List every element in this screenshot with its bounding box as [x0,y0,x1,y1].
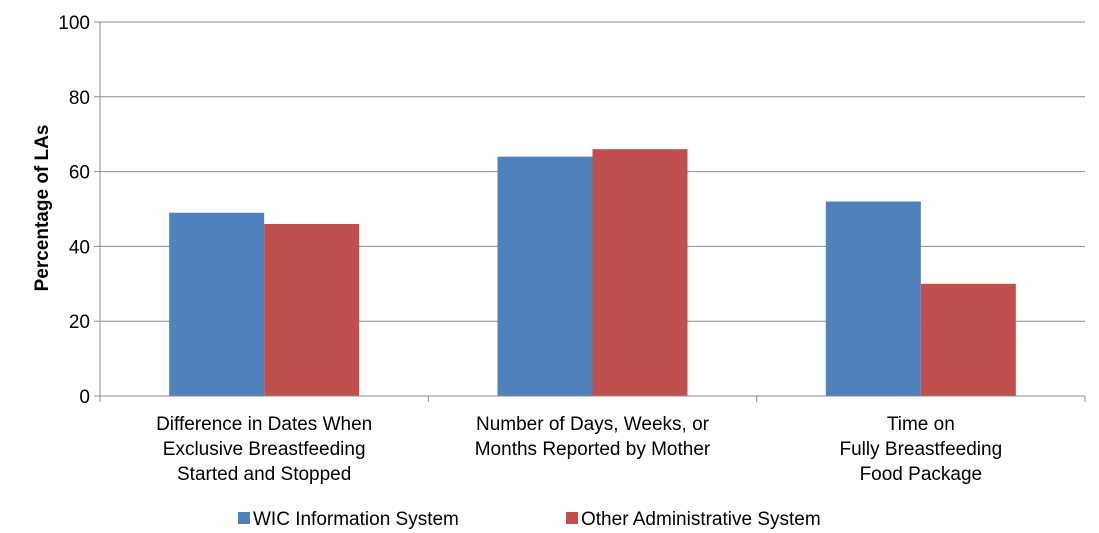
legend: WIC Information System Other Administrati… [238,509,821,530]
y-tick-label: 40 [69,237,90,258]
legend-swatch-1 [566,512,578,524]
category-label-line: Exclusive Breastfeeding [163,439,366,460]
bar-wic-0 [169,212,265,396]
category-label-2: Time on Fully Breastfeeding Food Package [840,414,1003,485]
category-label-line: Months Reported by Mother [475,439,711,460]
category-label-1: Number of Days, Weeks, or Months Reported… [475,414,711,460]
y-tick-label: 20 [69,312,90,333]
y-tick-label: 0 [79,387,90,408]
bars [169,149,1016,396]
category-label-line: Started and Stopped [177,464,351,485]
y-tick-label: 100 [58,13,90,34]
category-label-0: Difference in Dates When Exclusive Breast… [156,414,372,485]
y-tick-label: 60 [69,163,90,184]
bar-other-0 [264,223,360,396]
category-label-line: Food Package [860,464,983,485]
category-label-line: Number of Days, Weeks, or [476,414,710,435]
legend-label-0: WIC Information System [253,509,459,530]
bar-wic-1 [497,156,593,396]
legend-swatch-0 [238,512,250,524]
axes [99,22,1086,402]
category-label-line: Fully Breastfeeding [840,439,1003,460]
bar-other-2 [920,283,1016,396]
y-tick-label: 80 [69,88,90,109]
y-axis-ticks: 0 20 40 60 80 100 [58,13,100,408]
bar-wic-2 [825,201,921,396]
y-axis-label: Percentage of LAs [32,125,53,292]
legend-label-1: Other Administrative System [581,509,821,530]
category-labels: Difference in Dates When Exclusive Breast… [156,414,1002,485]
bar-other-1 [592,149,688,396]
category-label-line: Time on [887,414,955,435]
category-label-line: Difference in Dates When [156,414,372,435]
